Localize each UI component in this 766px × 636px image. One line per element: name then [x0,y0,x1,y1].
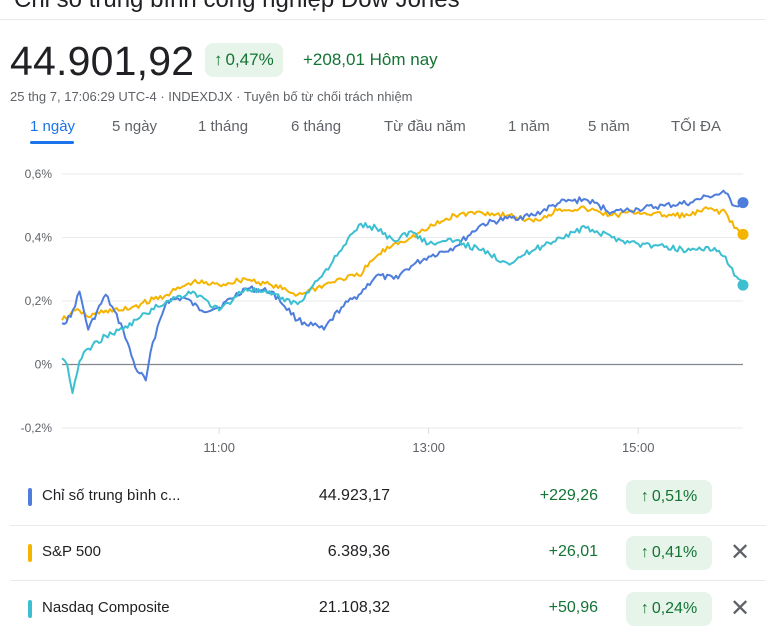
row-percent-badge: ↑ 0,24% [626,592,712,626]
up-arrow-icon: ↑ [640,600,649,617]
series-endpoint-sp500 [737,228,749,240]
active-tab-indicator [30,141,74,144]
up-arrow-icon: ↑ [640,488,649,505]
tab-6-months[interactable]: 6 tháng [291,118,342,135]
chart-labels: 0,6% 0,4% 0,2% 0% -0,2% 11:00 13:00 15:00 [21,167,655,455]
row-percent: 0,41% [651,544,698,561]
percent-change-value: 0,47% [225,50,274,69]
row-percent: 0,51% [651,488,698,505]
tab-1-month[interactable]: 1 tháng [198,118,249,135]
row-change: +229,26 [539,487,598,504]
tab-5-days[interactable]: 5 ngày [112,118,158,135]
series-color-swatch [28,544,32,562]
y-tick-label: 0,2% [25,294,53,308]
chart-grid [62,173,743,434]
y-tick-label: 0,4% [25,231,53,245]
price-chart[interactable]: 0,6% 0,4% 0,2% 0% -0,2% 11:00 13:00 15:00 [0,155,766,465]
time-range-tabs: 1 ngày 5 ngày 1 tháng 6 tháng Từ đầu năm… [0,118,766,144]
change-today: +208,01 Hôm nay [303,50,438,69]
compare-row-dow[interactable]: Chỉ số trung bình c... 44.923,17 +229,26… [10,470,766,524]
tab-1-year[interactable]: 1 năm [508,118,550,135]
y-tick-label: 0,6% [25,167,53,181]
remove-comparison-button[interactable]: ✕ [729,594,751,622]
series-endpoint-nasdaq [737,279,749,291]
y-tick-label: -0,2% [21,421,53,435]
row-percent-badge: ↑ 0,51% [626,480,712,514]
tab-1-day[interactable]: 1 ngày [30,118,76,135]
tab-ytd[interactable]: Từ đầu năm [384,118,466,135]
remove-comparison-button[interactable]: ✕ [729,538,751,566]
series-line-nasdaq [61,222,744,395]
series-line-dow [61,189,744,382]
row-percent: 0,24% [651,600,698,617]
row-value: 6.389,36 [327,543,390,560]
series-endpoint-dow [737,197,749,209]
chart-lines [61,189,749,395]
up-arrow-icon: ↑ [214,50,223,69]
current-price: 44.901,92 [10,38,195,84]
up-arrow-icon: ↑ [640,544,649,561]
series-color-swatch [28,488,32,506]
row-change: +26,01 [548,543,598,560]
y-tick-label: 0% [35,358,53,372]
row-name: Chỉ số trung bình c... [42,487,181,504]
row-name: Nasdaq Composite [42,599,170,616]
row-percent-badge: ↑ 0,41% [626,536,712,570]
header-divider [0,19,766,20]
row-divider [10,580,766,581]
row-name: S&P 500 [42,543,101,560]
row-value: 44.923,17 [318,487,390,504]
tab-max[interactable]: TỐI ĐA [671,118,722,135]
quote-meta: 25 thg 7, 17:06:29 UTC-4 · INDEXDJX · Tu… [10,89,413,104]
percent-change-badge: ↑ 0,47% [205,43,283,77]
x-tick-label: 11:00 [203,440,235,455]
x-tick-label: 15:00 [622,440,655,455]
tab-5-years[interactable]: 5 năm [588,118,630,135]
row-divider [10,525,766,526]
row-change: +50,96 [548,599,598,616]
page-title: Chỉ số trung bình công nghiệp Dow Jones [14,0,460,14]
compare-row-sp500[interactable]: S&P 500 6.389,36 +26,01 ↑ 0,41% ✕ [10,526,766,580]
x-tick-label: 13:00 [412,440,445,455]
series-color-swatch [28,600,32,618]
compare-row-nasdaq[interactable]: Nasdaq Composite 21.108,32 +50,96 ↑ 0,24… [10,582,766,636]
row-value: 21.108,32 [318,599,390,616]
